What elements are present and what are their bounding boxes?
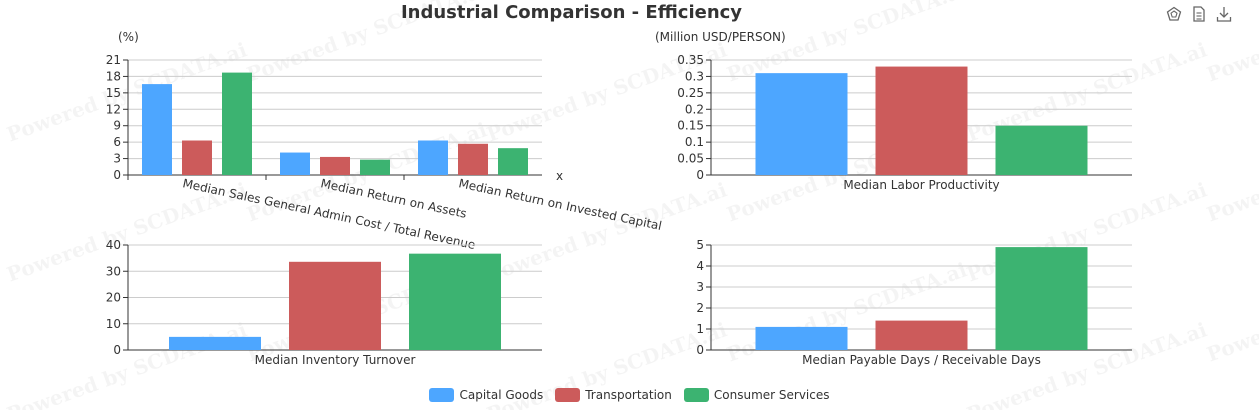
chart-title: Industrial Comparison - Efficiency bbox=[400, 2, 743, 23]
y-tick-label: 0 bbox=[696, 343, 704, 357]
y-tick-label: 0 bbox=[113, 168, 121, 182]
y-tick-label: 1 bbox=[696, 322, 704, 336]
y-tick-label: 3 bbox=[696, 280, 704, 294]
legend-label: Consumer Services bbox=[713, 388, 830, 402]
y-tick-label: 3 bbox=[113, 152, 121, 166]
y-tick-label: 0.05 bbox=[677, 152, 704, 166]
y-tick-label: 9 bbox=[113, 119, 121, 133]
y-tick-label: 2 bbox=[696, 301, 704, 315]
legend-label: Capital Goods bbox=[459, 388, 544, 402]
y-tick-label: 21 bbox=[106, 53, 121, 67]
pentagon-icon[interactable] bbox=[1166, 6, 1182, 26]
bar bbox=[280, 152, 310, 175]
legend-label: Transportation bbox=[585, 388, 672, 402]
legend-item[interactable]: Transportation bbox=[555, 388, 672, 402]
y-tick-label: 12 bbox=[106, 102, 121, 116]
y-tick-label: 18 bbox=[106, 69, 121, 83]
x-tick-label: Median Inventory Turnover bbox=[255, 353, 416, 367]
bar bbox=[875, 66, 968, 175]
x-tick-label: Median Labor Productivity bbox=[843, 178, 999, 192]
document-icon[interactable] bbox=[1192, 6, 1206, 26]
y-axis-label: (%) bbox=[118, 30, 139, 44]
y-tick-label: 6 bbox=[113, 135, 121, 149]
y-tick-label: 0.35 bbox=[677, 53, 704, 67]
y-tick-label: 5 bbox=[696, 238, 704, 252]
y-tick-label: 0.1 bbox=[685, 135, 704, 149]
y-tick-label: 0.3 bbox=[685, 69, 704, 83]
bar bbox=[289, 261, 381, 350]
download-icon[interactable] bbox=[1216, 6, 1232, 26]
bar bbox=[182, 140, 212, 175]
legend: Capital Goods Transportation Consumer Serv… bbox=[0, 388, 1259, 402]
y-tick-label: 10 bbox=[106, 317, 121, 331]
bar bbox=[169, 336, 261, 350]
y-tick-label: 40 bbox=[106, 238, 121, 252]
bar bbox=[498, 148, 528, 175]
bar bbox=[142, 84, 172, 175]
y-tick-label: 20 bbox=[106, 291, 121, 305]
bar bbox=[409, 253, 501, 350]
bar bbox=[995, 247, 1088, 350]
y-tick-label: 0.2 bbox=[685, 102, 704, 116]
bar bbox=[755, 73, 848, 175]
y-tick-label: 4 bbox=[696, 259, 704, 273]
y-tick-label: 30 bbox=[106, 264, 121, 278]
x-tick-label: Median Return on Invested Capital bbox=[457, 176, 663, 233]
y-tick-label: 15 bbox=[106, 86, 121, 100]
bar bbox=[995, 125, 1088, 175]
legend-swatch bbox=[555, 388, 581, 402]
bar bbox=[222, 72, 252, 175]
bar bbox=[755, 326, 848, 350]
y-tick-label: 0 bbox=[113, 343, 121, 357]
legend-swatch bbox=[683, 388, 709, 402]
legend-item[interactable]: Consumer Services bbox=[683, 388, 830, 402]
bar bbox=[418, 140, 448, 175]
x-tick-label: Median Payable Days / Receivable Days bbox=[802, 353, 1041, 367]
y-axis-label: (Million USD/PERSON) bbox=[655, 30, 786, 44]
y-tick-label: 0.25 bbox=[677, 86, 704, 100]
bar bbox=[360, 159, 390, 175]
bar bbox=[320, 156, 350, 175]
legend-swatch bbox=[429, 388, 455, 402]
bar bbox=[875, 320, 968, 350]
bar bbox=[458, 143, 488, 175]
y-tick-label: 0.15 bbox=[677, 119, 704, 133]
x-axis-label: x bbox=[556, 169, 563, 183]
legend-item[interactable]: Capital Goods bbox=[429, 388, 543, 402]
y-tick-label: 0 bbox=[696, 168, 704, 182]
